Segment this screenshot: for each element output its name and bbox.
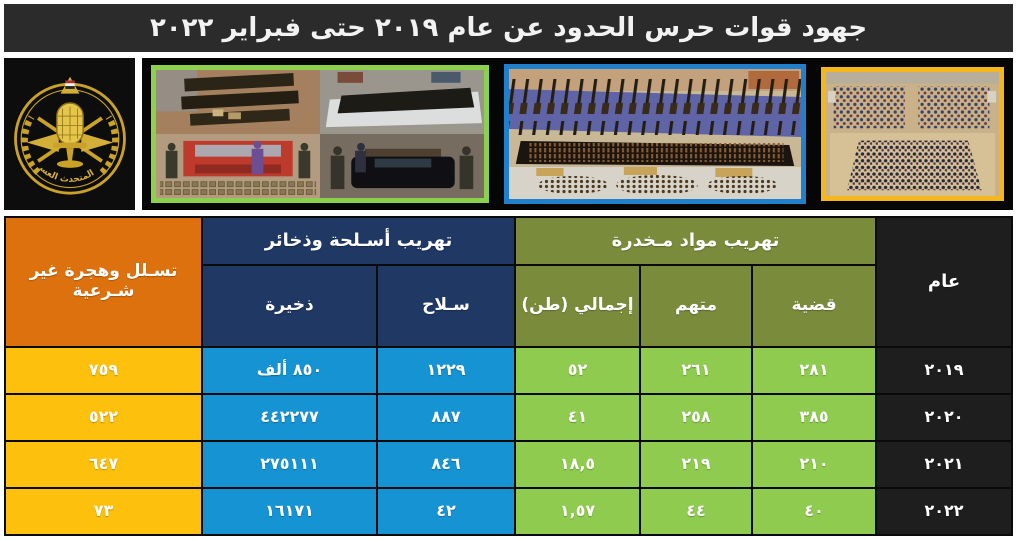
year-cell-2022: ٢٠٢٢ [877, 489, 1011, 534]
accused-2020: ٢٥٨ [641, 395, 751, 440]
drug-total-2019: ٥٢ [516, 348, 639, 393]
infiltration-2020: ٥٢٢ [6, 395, 201, 440]
drug-total-2021: ١٨,٥ [516, 442, 639, 487]
ammunition-2020: ٤٤٢٢٧٧ [203, 395, 376, 440]
page-title: جهود قوات حرس الحدود عن عام ٢٠١٩ حتى فبر… [4, 4, 1013, 52]
weapons-illustration [509, 69, 801, 199]
column-header-total-tons: إجمالي (طن) [516, 266, 639, 346]
logo-panel: مكتب المتحدث العسكرى [4, 58, 135, 210]
photo-seized-drugs [151, 65, 489, 203]
ammunition-2021: ٢٧٥١١١ [203, 442, 376, 487]
military-spokesman-emblem: مكتب المتحدث العسكرى [8, 61, 126, 195]
column-header-cases: قضية [753, 266, 875, 346]
media-strip: مكتب المتحدث العسكرى [4, 58, 1013, 210]
year-cell-2019: ٢٠١٩ [877, 348, 1011, 393]
group-header-drug-smuggling: تهريب مواد مـخدرة [516, 218, 875, 264]
drug-total-2020: ٤١ [516, 395, 639, 440]
infiltration-2022: ٧٣ [6, 489, 201, 534]
year-cell-2021: ٢٠٢١ [877, 442, 1011, 487]
infiltration-2019: ٧٥٩ [6, 348, 201, 393]
statistics-table: عام تهريب مواد مـخدرة تهريب أسـلحة وذخائ… [4, 216, 1013, 536]
infiltration-2021: ٦٤٧ [6, 442, 201, 487]
photo-detained-infiltrators [821, 67, 1004, 201]
cases-2020: ٣٨٥ [753, 395, 875, 440]
ammunition-2022: ١٦١٧١ [203, 489, 376, 534]
cases-2019: ٢٨١ [753, 348, 875, 393]
column-header-accused: متهم [641, 266, 751, 346]
cases-2021: ٢١٠ [753, 442, 875, 487]
column-header-year: عام [877, 218, 1011, 346]
accused-2022: ٤٤ [641, 489, 751, 534]
photo-band [142, 58, 1013, 210]
drugs-collage-illustration [156, 70, 484, 198]
desert-crowd-illustration [826, 72, 999, 196]
drug-total-2022: ١,٥٧ [516, 489, 639, 534]
weapons-2022: ٤٢ [378, 489, 514, 534]
cases-2022: ٤٠ [753, 489, 875, 534]
weapons-2021: ٨٤٦ [378, 442, 514, 487]
year-cell-2020: ٢٠٢٠ [877, 395, 1011, 440]
column-header-infiltration: تسـلل وهجرة غير شـرعية [6, 218, 201, 346]
ammunition-2019: ٨٥٠ ألف [203, 348, 376, 393]
group-header-weapons-smuggling: تهريب أسـلحة وذخائر [203, 218, 514, 264]
column-header-ammunition: ذخيرة [203, 266, 376, 346]
weapons-2020: ٨٨٧ [378, 395, 514, 440]
accused-2021: ٢١٩ [641, 442, 751, 487]
column-header-weapons: سـلاح [378, 266, 514, 346]
accused-2019: ٢٦١ [641, 348, 751, 393]
photo-seized-weapons [504, 64, 806, 204]
weapons-2019: ١٢٢٩ [378, 348, 514, 393]
